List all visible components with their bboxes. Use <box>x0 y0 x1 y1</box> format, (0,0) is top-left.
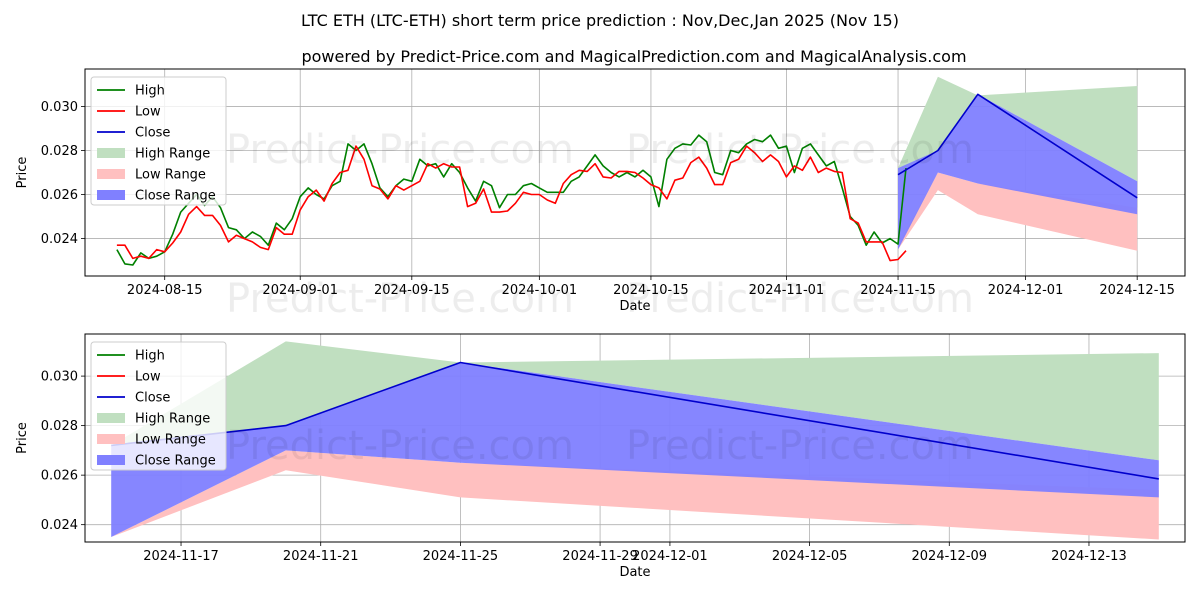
x-tick-label: 2024-09-15 <box>374 283 450 298</box>
legend-swatch-low-range <box>97 169 125 179</box>
x-tick-label: 2024-11-29 <box>562 549 638 564</box>
y-tick-label: 0.026 <box>41 469 78 484</box>
x-tick-label: 2024-12-01 <box>988 283 1064 298</box>
legend-swatch-close-range <box>97 190 125 200</box>
close-series-line <box>897 93 1138 199</box>
x-axis-title: Date <box>619 299 650 314</box>
legend-swatch-high-range <box>97 148 125 158</box>
high-series-line <box>116 134 907 266</box>
x-tick-label: 2024-11-15 <box>860 283 936 298</box>
x-tick-label: 2024-12-09 <box>912 549 988 564</box>
y-axis-title: Price <box>15 157 30 189</box>
close-range-band <box>111 362 1159 537</box>
y-tick-label: 0.030 <box>41 370 78 385</box>
y-tick-label: 0.028 <box>41 419 78 434</box>
watermark-text: Predict-Price.com <box>226 276 574 322</box>
legend-label-close-range: Close Range <box>135 454 216 469</box>
x-tick-label: 2024-12-01 <box>632 549 708 564</box>
x-tick-label: 2024-12-15 <box>1099 283 1175 298</box>
y-tick-label: 0.028 <box>41 144 78 159</box>
x-tick-label: 2024-11-01 <box>749 283 825 298</box>
y-tick-label: 0.030 <box>41 100 78 115</box>
legend-swatch-high-range <box>97 413 125 423</box>
x-tick-label: 2024-10-15 <box>613 283 689 298</box>
legend-label-high-range: High Range <box>135 147 210 162</box>
chart-title: LTC ETH (LTC-ETH) short term price predi… <box>301 11 899 30</box>
y-tick-label: 0.024 <box>41 232 78 247</box>
y-tick-label: 0.026 <box>41 188 78 203</box>
x-tick-label: 2024-10-01 <box>502 283 578 298</box>
legend-swatch-low-range <box>97 434 125 444</box>
legend-label-high: High <box>135 349 165 364</box>
legend-label-close: Close <box>135 126 170 141</box>
axes-frame <box>84 68 1186 277</box>
top-panel: Predict-Price.com Predict-Price.com Predic… <box>15 68 1186 322</box>
watermark-text: Predict-Price.com <box>226 127 574 173</box>
x-tick-label: 2024-12-13 <box>1051 549 1127 564</box>
low-range-band <box>111 450 1159 540</box>
legend-label-low-range: Low Range <box>135 168 206 183</box>
legend-label-low-range: Low Range <box>135 433 206 448</box>
low-range-band <box>898 172 1138 251</box>
watermark-text: Predict-Price.com <box>626 423 974 469</box>
legend-label-high: High <box>135 84 165 99</box>
legend-label-close: Close <box>135 391 170 406</box>
x-tick-label: 2024-11-21 <box>283 549 359 564</box>
x-tick-label: 2024-11-17 <box>143 549 219 564</box>
chart-subtitle: powered by Predict-Price.com and Magical… <box>301 47 966 66</box>
low-series-line <box>116 145 907 262</box>
legend-label-high-range: High Range <box>135 412 210 427</box>
legend-swatch-close-range <box>97 455 125 465</box>
x-tick-label: 2024-09-01 <box>262 283 338 298</box>
high-range-band <box>111 341 1159 461</box>
bottom-panel: Predict-Price.com Predict-Price.com 2024-1… <box>15 333 1186 580</box>
legend-label-close-range: Close Range <box>135 189 216 204</box>
x-axis-title: Date <box>619 565 650 580</box>
watermark-text: Predict-Price.com <box>226 423 574 469</box>
x-tick-label: 2024-11-25 <box>423 549 499 564</box>
legend-label-low: Low <box>135 370 161 385</box>
watermark-text: Predict-Price.com <box>626 127 974 173</box>
x-tick-label: 2024-08-15 <box>127 283 203 298</box>
legend-label-low: Low <box>135 105 161 120</box>
watermark-text: Predict-Price.com <box>626 276 974 322</box>
axes-frame <box>84 333 1186 543</box>
close-range-band <box>898 94 1138 250</box>
x-tick-label: 2024-12-05 <box>772 549 848 564</box>
y-tick-label: 0.024 <box>41 518 78 533</box>
high-range-band <box>898 76 1138 182</box>
y-axis-title: Price <box>15 422 30 454</box>
